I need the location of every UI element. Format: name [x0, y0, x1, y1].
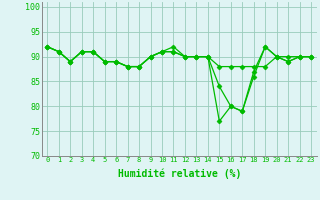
X-axis label: Humidité relative (%): Humidité relative (%) [117, 169, 241, 179]
